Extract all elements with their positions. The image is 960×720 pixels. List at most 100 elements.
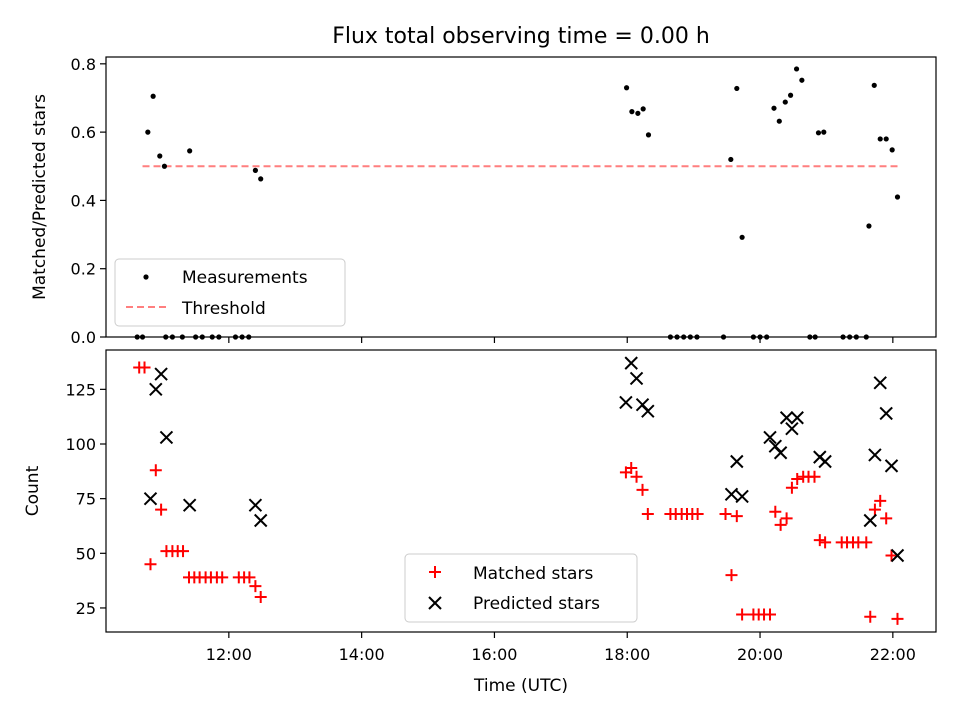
- measurement-point-26: [883, 136, 889, 142]
- predicted-star-point-19: [785, 421, 799, 436]
- predicted-star-point-11: [641, 404, 655, 418]
- x-tick-label-1: 14:00: [339, 645, 385, 664]
- predicted-legend-label: Predicted stars: [473, 594, 600, 614]
- matched-star-point-31: [691, 507, 704, 520]
- measurement-point-28: [894, 194, 901, 200]
- x-tick-label-0: 12:00: [206, 645, 252, 664]
- predicted-star-point-0: [143, 491, 158, 506]
- measurements-legend-label: Measurements: [182, 268, 308, 288]
- matched-star-point-58: [880, 512, 893, 525]
- predicted-star-point-27: [884, 459, 899, 473]
- matched-star-point-56: [868, 503, 881, 516]
- matched-star-point-35: [736, 608, 749, 621]
- ratio-y-tick-label-4: 0.8: [71, 55, 96, 74]
- count-y-tick-label-3: 100: [65, 435, 96, 454]
- measurement-point-11: [645, 132, 652, 138]
- predicted-star-point-28: [890, 548, 905, 563]
- matched-star-point-15: [216, 571, 229, 584]
- matched-star-point-49: [819, 536, 832, 549]
- predicted-star-point-22: [818, 454, 832, 469]
- predicted-star-point-26: [879, 406, 893, 421]
- ratio-y-tick-label-0: 0.0: [71, 328, 96, 347]
- measurement-point-6: [258, 176, 264, 182]
- measurement-point-24: [871, 82, 877, 88]
- measurement-point-9: [635, 110, 641, 116]
- predicted-legend-marker: [428, 596, 442, 610]
- matched-star-point-25: [641, 507, 654, 520]
- measurement-point-23: [866, 223, 872, 229]
- matched-star-point-55: [864, 610, 877, 623]
- matched-legend-label: Matched stars: [473, 564, 593, 584]
- predicted-star-point-7: [619, 395, 633, 410]
- matched-star-point-59: [885, 549, 898, 562]
- measurement-point-3: [161, 163, 168, 169]
- count-y-tick-label-0: 25: [76, 599, 96, 618]
- measurement-point-1: [150, 93, 156, 99]
- measurement-point-10: [640, 106, 646, 112]
- measurement-point-5: [252, 167, 258, 173]
- predicted-star-point-2: [154, 367, 168, 381]
- matched-star-point-23: [630, 470, 643, 483]
- predicted-star-point-1: [149, 382, 163, 397]
- measurement-point-13: [734, 85, 740, 92]
- ratio-y-tick-label-1: 0.2: [71, 260, 96, 279]
- matched-star-point-1: [138, 361, 151, 374]
- predicted-star-point-12: [724, 487, 739, 501]
- threshold-legend-label: Threshold: [181, 299, 266, 319]
- predicted-star-point-17: [773, 446, 788, 460]
- matched-star-point-18: [243, 571, 256, 584]
- matched-star-point-39: [764, 608, 776, 621]
- count-y-tick-label-4: 125: [65, 380, 96, 399]
- ratio-y-tick-label-2: 0.4: [71, 191, 96, 210]
- measurement-point-22: [821, 129, 827, 135]
- matched-star-point-20: [254, 591, 267, 604]
- measurement-point-16: [776, 118, 782, 124]
- predicted-star-point-13: [730, 454, 744, 469]
- predicted-star-point-4: [182, 498, 197, 512]
- matched-star-point-24: [636, 483, 649, 496]
- measurement-point-25: [877, 136, 883, 142]
- matched-star-point-54: [860, 536, 873, 549]
- measurement-point-19: [793, 66, 800, 72]
- matched-star-point-43: [785, 481, 798, 494]
- matched-legend-marker: [429, 566, 441, 578]
- ratio-y-axis-label: Matched/Predicted stars: [30, 94, 50, 300]
- measurement-point-8: [629, 109, 635, 115]
- matched-star-point-8: [177, 545, 190, 558]
- matched-star-point-22: [625, 462, 638, 475]
- x-tick-label-3: 18:00: [604, 645, 650, 664]
- x-axis-label: Time (UTC): [473, 676, 568, 696]
- matched-star-point-2: [144, 558, 157, 571]
- matched-star-point-34: [730, 510, 743, 523]
- matched-star-point-3: [149, 464, 162, 477]
- predicted-star-point-18: [779, 411, 794, 425]
- measurement-point-18: [787, 92, 794, 98]
- matched-star-point-42: [780, 512, 793, 525]
- predicted-star-point-8: [624, 356, 638, 370]
- measurement-point-21: [815, 130, 822, 136]
- predicted-star-point-23: [863, 513, 877, 528]
- x-tick-label-2: 16:00: [471, 645, 517, 664]
- ratio-plot-area: 0.0 0.2 0.4 0.6 0.8: [71, 55, 901, 347]
- measurement-point-0: [145, 129, 151, 135]
- measurement-point-2: [157, 153, 163, 159]
- ratio-plot-frame: [105, 56, 937, 338]
- measurement-point-14: [739, 234, 745, 240]
- count-y-axis-label: Count: [23, 465, 43, 516]
- measurements-legend-marker: [143, 274, 149, 280]
- predicted-star-point-24: [868, 448, 882, 462]
- measurement-point-7: [623, 85, 630, 91]
- matched-star-point-41: [774, 518, 787, 531]
- ratio-y-tick-label-3: 0.6: [71, 123, 96, 142]
- x-tick-label-5: 22:00: [870, 645, 916, 664]
- measurement-point-15: [771, 105, 777, 111]
- measurement-point-12: [728, 156, 734, 163]
- count-legend-box: [404, 553, 638, 623]
- predicted-star-point-15: [763, 430, 777, 445]
- matched-star-point-32: [719, 507, 732, 520]
- ratio-legend-box: [114, 258, 346, 327]
- matched-star-point-48: [813, 534, 826, 547]
- count-plot-frame: [105, 349, 937, 633]
- ratio-legend: Measurements Threshold: [114, 258, 346, 327]
